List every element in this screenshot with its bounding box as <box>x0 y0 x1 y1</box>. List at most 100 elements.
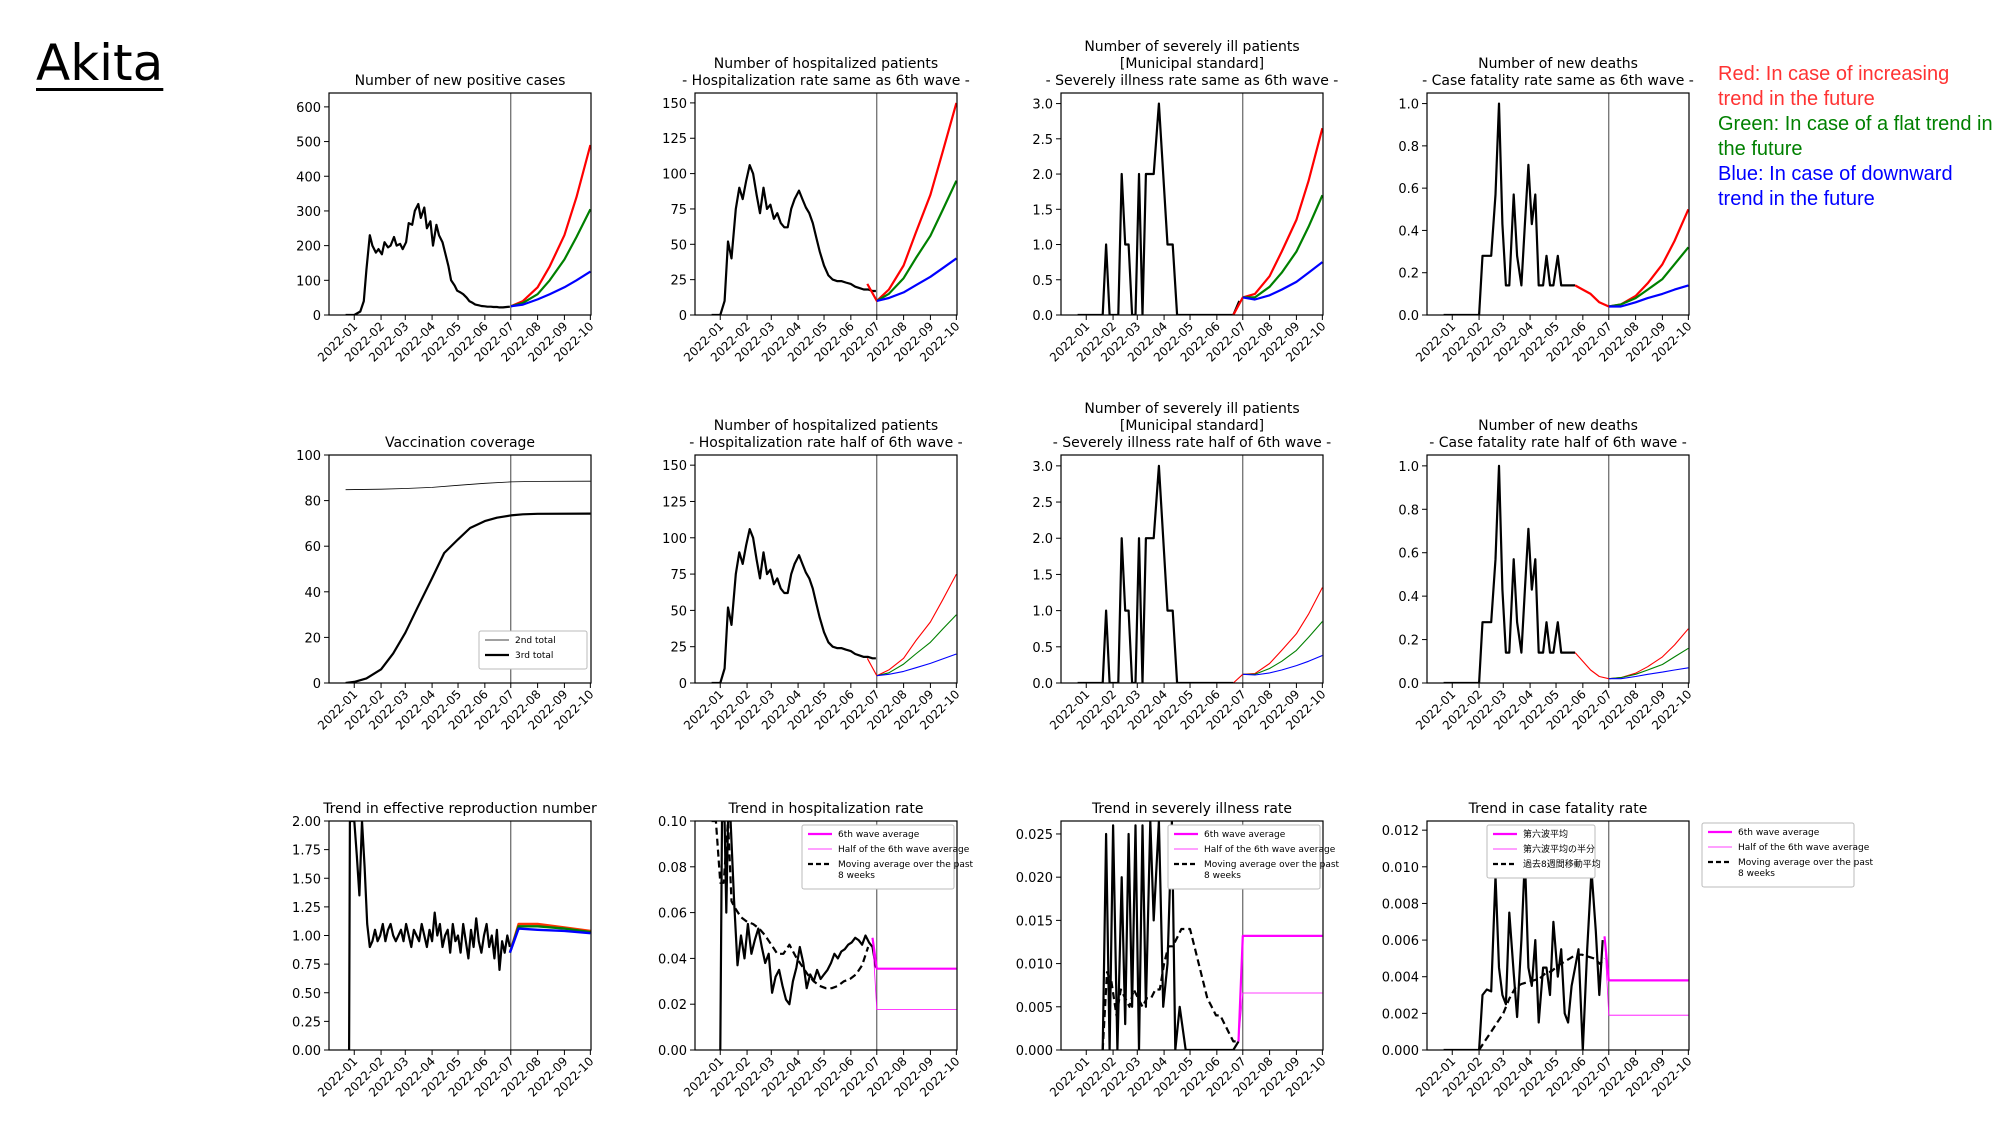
chart-cases: Number of new positive cases 0 100 200 300 40… <box>296 73 596 365</box>
series-line-1 <box>1574 208 1689 308</box>
chart-outer-legend: 6th wave average Half of the 6th wave ave… <box>1701 822 1874 888</box>
chart-severe_half: Number of severely ill patients[Municipa… <box>1032 401 1331 733</box>
legend-label: 第六波平均の半分 <box>1523 843 1595 855</box>
y-tick-label: 0.6 <box>1398 182 1419 197</box>
y-tick-label: 0.75 <box>292 958 321 973</box>
y-tick-label: 1.5 <box>1032 568 1053 583</box>
legend-label: 6th wave average <box>838 830 920 840</box>
y-tick-label: 100 <box>296 449 321 464</box>
y-tick-label: 0.06 <box>658 907 687 922</box>
series-group <box>1077 464 1323 683</box>
chart-legend: 6th wave average Half of the 6th wave ave… <box>801 824 974 890</box>
y-tick-label: 2.0 <box>1032 532 1053 547</box>
legend-label: Half of the 6th wave average <box>838 845 970 855</box>
legend-blue-text: Blue: In case of downward trend in the f… <box>1718 163 1953 210</box>
legend-label: Moving average over the past <box>1738 858 1874 868</box>
series-line-3 <box>508 927 591 954</box>
chart-title: Number of hospitalized patients <box>714 418 938 434</box>
chart-title: Vaccination coverage <box>385 435 535 451</box>
chart-title: [Municipal standard] <box>1120 56 1264 72</box>
y-tick-label: 200 <box>296 240 321 255</box>
y-tick-label: 3.0 <box>1032 98 1053 113</box>
y-tick-label: 2.5 <box>1032 496 1053 511</box>
chart-cfr: Trend in case fatality rate 0.000 0.002 0.0… <box>1382 801 1874 1100</box>
chart-severe_rate: Trend in severely illness rate 0.000 0.005… <box>1016 801 1340 1100</box>
chart-title: - Case fatality rate half of 6th wave - <box>1429 435 1687 451</box>
scenario-legend: Red: In case of increasing trend in the … <box>1718 62 1998 212</box>
series-line-1 <box>866 573 957 677</box>
series-group <box>1443 464 1689 683</box>
legend-label: 過去8週間移動平均 <box>1523 858 1601 870</box>
plot-frame <box>1426 820 1690 1051</box>
chart-title: - Hospitalization rate half of 6th wave … <box>689 435 962 451</box>
chart-title: Number of new deaths <box>1478 418 1638 434</box>
series-line-3 <box>1242 654 1323 676</box>
chart-severe6: Number of severely ill patients[Municipa… <box>1032 39 1338 365</box>
y-tick-label: 0.000 <box>1016 1044 1053 1059</box>
y-tick-label: 80 <box>304 495 321 510</box>
series-line-3 <box>872 937 957 1010</box>
series-group <box>711 821 957 1050</box>
legend-label: Half of the 6th wave average <box>1204 845 1336 855</box>
y-tick-label: 0.005 <box>1016 1001 1053 1016</box>
y-tick-label: 0 <box>313 309 321 324</box>
series-line-3 <box>1604 936 1689 1016</box>
page-title: Akita <box>36 34 164 92</box>
series-line-0 <box>1443 464 1576 683</box>
series-line-1 <box>345 512 591 683</box>
series-group <box>1443 102 1689 315</box>
chart-title: Trend in case fatality rate <box>1468 801 1648 817</box>
y-tick-label: 0.5 <box>1032 641 1053 656</box>
plot-frame <box>694 454 958 684</box>
y-tick-label: 400 <box>296 170 321 185</box>
y-tick-label: 1.00 <box>292 930 321 945</box>
legend-label: 8 weeks <box>1738 869 1775 879</box>
y-tick-label: 1.0 <box>1032 605 1053 620</box>
y-tick-label: 0.000 <box>1382 1044 1419 1059</box>
series-line-2 <box>1608 246 1689 308</box>
y-tick-label: 40 <box>304 586 321 601</box>
plot-frame <box>328 92 592 316</box>
chart-title: Trend in effective reproduction number <box>322 801 597 817</box>
chart-title: Number of hospitalized patients <box>714 56 938 72</box>
y-tick-label: 2.00 <box>292 815 321 830</box>
y-tick-label: 20 <box>304 631 321 646</box>
chart-title: Trend in hospitalization rate <box>728 801 924 817</box>
chart-title: [Municipal standard] <box>1120 418 1264 434</box>
legend-label: 第六波平均 <box>1523 828 1568 840</box>
plot-frame <box>328 820 592 1051</box>
y-tick-label: 300 <box>296 205 321 220</box>
y-tick-label: 0.6 <box>1398 547 1419 562</box>
y-tick-label: 50 <box>670 238 687 253</box>
series-group <box>1443 856 1689 1050</box>
series-line-3 <box>876 653 957 677</box>
y-tick-label: 0.004 <box>1382 971 1419 986</box>
y-tick-label: 100 <box>662 532 687 547</box>
y-tick-label: 0.04 <box>658 952 687 967</box>
y-tick-label: 1.5 <box>1032 203 1053 218</box>
y-tick-label: 600 <box>296 101 321 116</box>
y-tick-label: 125 <box>662 495 687 510</box>
series-line-2 <box>1242 194 1323 299</box>
y-tick-label: 150 <box>662 97 687 112</box>
chart-rt: Trend in effective reproduction number 0.… <box>292 801 597 1100</box>
series-line-2 <box>871 937 957 970</box>
y-tick-label: 0.50 <box>292 987 321 1002</box>
legend-red-text: Red: In case of increasing trend in the … <box>1718 63 1950 110</box>
y-tick-label: 0.8 <box>1398 503 1419 518</box>
legend-label: 3rd total <box>515 651 553 661</box>
y-tick-label: 1.0 <box>1032 239 1053 254</box>
series-line-2 <box>876 180 957 302</box>
legend-box <box>801 824 955 890</box>
y-tick-label: 0.015 <box>1016 914 1053 929</box>
y-tick-label: 0.006 <box>1382 934 1419 949</box>
y-tick-label: 0.4 <box>1398 590 1419 605</box>
series-line-2 <box>1237 934 1323 1042</box>
legend-box <box>478 630 588 670</box>
y-tick-label: 150 <box>662 459 687 474</box>
chart-title: - Severely illness rate half of 6th wave… <box>1053 435 1331 451</box>
y-tick-label: 0.010 <box>1016 958 1053 973</box>
y-tick-label: 1.75 <box>292 844 321 859</box>
y-tick-label: 0.5 <box>1032 274 1053 289</box>
